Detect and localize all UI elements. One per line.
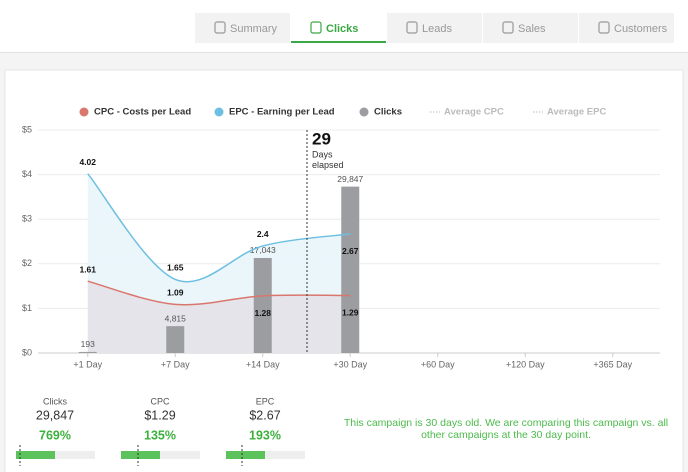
data-label: 2.67 bbox=[342, 246, 359, 256]
bar-value-label: 17,043 bbox=[250, 245, 276, 255]
x-tick-label: +7 Day bbox=[161, 359, 190, 369]
bar-value-label: 29,847 bbox=[337, 174, 363, 184]
data-label: 1.28 bbox=[254, 308, 271, 318]
legend-swatch bbox=[79, 107, 89, 117]
tab[interactable] bbox=[387, 13, 482, 43]
tab-icon bbox=[406, 21, 418, 34]
legend-label: Average CPC bbox=[444, 107, 504, 118]
x-tick-label: +1 Day bbox=[73, 359, 102, 369]
data-label: 1.29 bbox=[342, 308, 359, 318]
progress-track bbox=[16, 451, 95, 459]
progress-fill bbox=[121, 451, 160, 459]
stat-change: 769% bbox=[39, 428, 71, 442]
y-tick-label: $4 bbox=[22, 169, 32, 179]
elapsed-text: elapsed bbox=[312, 160, 344, 170]
tab[interactable] bbox=[291, 13, 386, 43]
legend-label: Average EPC bbox=[547, 107, 606, 118]
line bbox=[87, 280, 351, 306]
stat-label: EPC bbox=[256, 396, 275, 406]
stat-value: $1.29 bbox=[144, 408, 175, 422]
tab-label[interactable]: Customers bbox=[614, 23, 668, 35]
tab-icon bbox=[502, 21, 514, 34]
legend-label: EPC - Earning per Lead bbox=[229, 107, 335, 118]
y-tick-label: $1 bbox=[22, 303, 32, 313]
tab-label[interactable]: Summary bbox=[230, 23, 278, 35]
tab-underline bbox=[291, 41, 386, 43]
y-tick-label: $3 bbox=[22, 214, 32, 224]
y-tick-label: $5 bbox=[22, 124, 32, 134]
tab-icon bbox=[598, 21, 610, 34]
area bbox=[87, 281, 351, 353]
x-tick-label: +60 Day bbox=[421, 359, 455, 369]
legend-label: CPC - Costs per Lead bbox=[94, 107, 191, 118]
campaign-message: This campaign is 30 days old. We are com… bbox=[343, 417, 669, 441]
stat-label: CPC bbox=[150, 396, 170, 406]
progress-fill bbox=[226, 451, 265, 459]
tab-icon bbox=[310, 21, 322, 34]
elapsed-value: 29 bbox=[312, 129, 331, 148]
x-tick-label: +120 Day bbox=[506, 359, 545, 369]
y-tick-label: $0 bbox=[22, 347, 32, 357]
legend-label: Clicks bbox=[374, 107, 402, 118]
stat-label: Clicks bbox=[43, 396, 67, 406]
tab[interactable] bbox=[195, 13, 290, 43]
data-label: 4.02 bbox=[79, 157, 96, 167]
progress-track bbox=[121, 451, 200, 459]
tab-icon bbox=[214, 21, 226, 34]
x-tick-label: +14 Day bbox=[246, 359, 280, 369]
legend-swatch bbox=[359, 107, 369, 117]
bar bbox=[166, 326, 185, 353]
progress-fill bbox=[16, 451, 55, 459]
stat-value: $2.67 bbox=[249, 408, 280, 422]
bar-value-label: 193 bbox=[81, 339, 95, 349]
x-tick-label: +365 Day bbox=[593, 359, 632, 369]
progress-track bbox=[226, 451, 305, 459]
stat-change: 135% bbox=[144, 428, 176, 442]
tab-label[interactable]: Leads bbox=[422, 23, 452, 35]
data-label: 2.4 bbox=[257, 229, 269, 239]
stat-value: 29,847 bbox=[36, 408, 74, 422]
x-tick-label: +30 Day bbox=[333, 359, 367, 369]
elapsed-text: Days bbox=[312, 149, 333, 159]
tab-label[interactable]: Clicks bbox=[326, 23, 358, 35]
tab[interactable] bbox=[483, 13, 578, 43]
data-label: 1.61 bbox=[79, 264, 96, 274]
y-tick-label: $2 bbox=[22, 258, 32, 268]
data-label: 1.09 bbox=[167, 288, 184, 298]
tab[interactable] bbox=[579, 13, 674, 43]
bar bbox=[78, 351, 97, 353]
bar bbox=[341, 186, 360, 353]
legend-swatch bbox=[214, 107, 224, 117]
bar bbox=[253, 257, 272, 353]
tab-label[interactable]: Sales bbox=[518, 23, 546, 35]
data-label: 1.65 bbox=[167, 263, 184, 273]
bar-value-label: 4,815 bbox=[165, 313, 187, 323]
stat-change: 193% bbox=[249, 428, 281, 442]
